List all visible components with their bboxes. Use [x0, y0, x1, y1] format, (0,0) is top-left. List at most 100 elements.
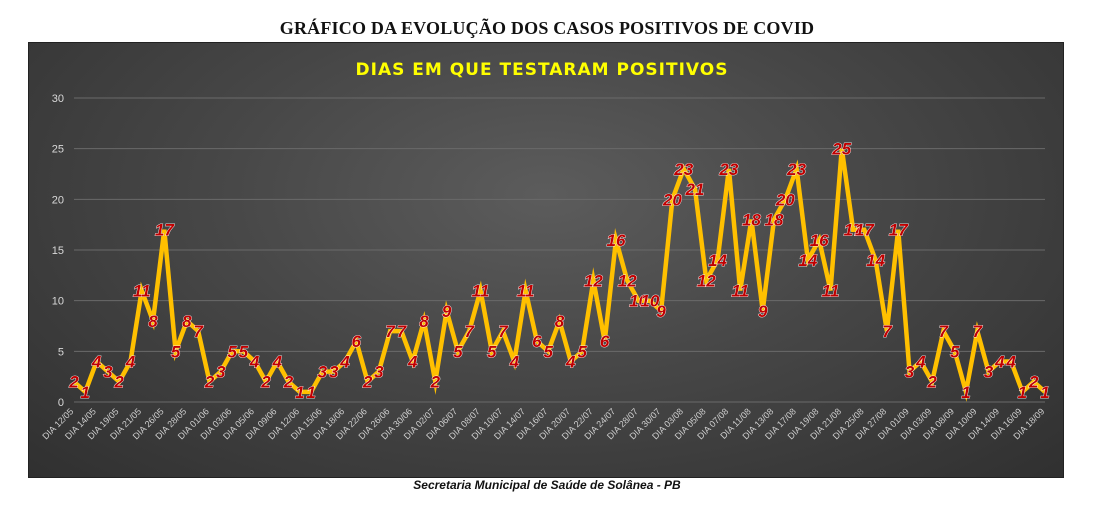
data-label: 11 — [517, 282, 535, 301]
data-label: 4 — [91, 352, 102, 371]
data-label: 2 — [204, 373, 215, 392]
data-label: 7 — [498, 322, 509, 341]
data-label: 2 — [283, 373, 294, 392]
data-label: 4 — [407, 352, 418, 371]
data-label: 3 — [216, 363, 226, 382]
data-label: 6 — [600, 332, 610, 351]
data-label: 14 — [798, 251, 817, 270]
data-label: 18 — [742, 211, 761, 230]
data-label: 7 — [193, 322, 204, 341]
data-label: 2 — [68, 373, 79, 392]
data-label: 5 — [239, 342, 249, 361]
chart-panel: DIAS EM QUE TESTARAM POSITIVOS 0 5 10 15 20 2… — [28, 42, 1064, 478]
data-label: 2 — [362, 373, 373, 392]
data-label: 25 — [831, 140, 851, 159]
y-tick-label: 15 — [52, 245, 64, 257]
data-label: 1 — [1040, 383, 1049, 402]
data-label: 8 — [555, 312, 565, 331]
data-label: 2 — [926, 373, 937, 392]
data-label: 6 — [352, 332, 362, 351]
data-label: 12 — [697, 271, 716, 290]
y-tick-label: 0 — [58, 397, 64, 409]
data-label: 3 — [905, 363, 915, 382]
data-label: 5 — [950, 342, 960, 361]
data-label: 4 — [339, 352, 350, 371]
data-label: 12 — [584, 271, 603, 290]
data-label: 20 — [775, 190, 795, 209]
data-label: 8 — [419, 312, 429, 331]
data-label: 4 — [125, 352, 136, 371]
data-label: 9 — [656, 302, 666, 321]
data-label: 11 — [472, 282, 490, 301]
data-label: 4 — [271, 352, 282, 371]
data-label: 12 — [618, 271, 637, 290]
series-line — [72, 148, 1047, 402]
data-label: 4 — [994, 352, 1005, 371]
y-tick-label: 30 — [52, 93, 64, 105]
data-label: 20 — [662, 190, 682, 209]
data-label: 23 — [786, 160, 806, 179]
data-label: 5 — [453, 342, 463, 361]
data-label: 17 — [855, 221, 875, 240]
data-label: 10 — [640, 292, 659, 311]
chart-title: DIAS EM QUE TESTARAM POSITIVOS — [356, 60, 729, 80]
y-tick-label: 10 — [52, 296, 64, 308]
data-label: 7 — [939, 322, 950, 341]
data-label: 5 — [543, 342, 553, 361]
data-label: 1 — [1018, 383, 1027, 402]
data-label: 18 — [765, 211, 784, 230]
data-label: 11 — [731, 282, 749, 301]
data-label: 9 — [442, 302, 452, 321]
data-label: 17 — [155, 221, 175, 240]
data-label: 1 — [306, 383, 315, 402]
data-label: 5 — [487, 342, 497, 361]
data-label: 5 — [227, 342, 237, 361]
data-label: 16 — [810, 231, 829, 250]
data-label: 3 — [103, 363, 113, 382]
data-label: 2 — [113, 373, 124, 392]
line-chart: DIAS EM QUE TESTARAM POSITIVOS 051015202… — [40, 60, 1050, 441]
footer-credit: Secretaria Municipal de Saúde de Solânea… — [413, 478, 681, 492]
y-tick-label: 20 — [52, 194, 64, 206]
data-label: 9 — [758, 302, 768, 321]
data-label: 11 — [822, 282, 840, 301]
data-label: 4 — [509, 352, 520, 371]
data-label: 6 — [532, 332, 542, 351]
data-label: 5 — [577, 342, 587, 361]
data-label: 10 — [629, 292, 648, 311]
y-tick-label: 25 — [52, 144, 64, 156]
data-label: 7 — [973, 322, 984, 341]
data-label: 5 — [171, 342, 181, 361]
data-label: 8 — [148, 312, 158, 331]
data-label: 23 — [718, 160, 738, 179]
data-label: 4 — [565, 352, 576, 371]
data-label: 2 — [260, 373, 271, 392]
data-label: 7 — [464, 322, 475, 341]
data-label: 7 — [397, 322, 408, 341]
data-label: 4 — [915, 352, 926, 371]
data-label: 21 — [685, 180, 705, 199]
data-label: 2 — [1028, 373, 1039, 392]
data-label: 23 — [673, 160, 693, 179]
data-label: 3 — [318, 363, 328, 382]
data-label: 8 — [182, 312, 192, 331]
data-label: 1 — [295, 383, 304, 402]
data-label: 16 — [606, 231, 625, 250]
series-line-path — [72, 148, 1047, 402]
y-axis-ticks: 0 5 10 15 20 25 30 — [52, 93, 64, 409]
data-label: 3 — [329, 363, 339, 382]
data-label: 17 — [889, 221, 909, 240]
data-label: 7 — [882, 322, 893, 341]
data-label: 1 — [81, 383, 90, 402]
data-label: 3 — [984, 363, 994, 382]
data-label: 7 — [385, 322, 396, 341]
data-label: 1 — [961, 383, 970, 402]
y-tick-label: 5 — [58, 346, 64, 358]
data-label: 4 — [249, 352, 260, 371]
data-label: 14 — [708, 251, 727, 270]
data-label: 11 — [133, 282, 151, 301]
page-title: GRÁFICO DA EVOLUÇÃO DOS CASOS POSITIVOS … — [279, 18, 815, 38]
data-label: 14 — [866, 251, 885, 270]
